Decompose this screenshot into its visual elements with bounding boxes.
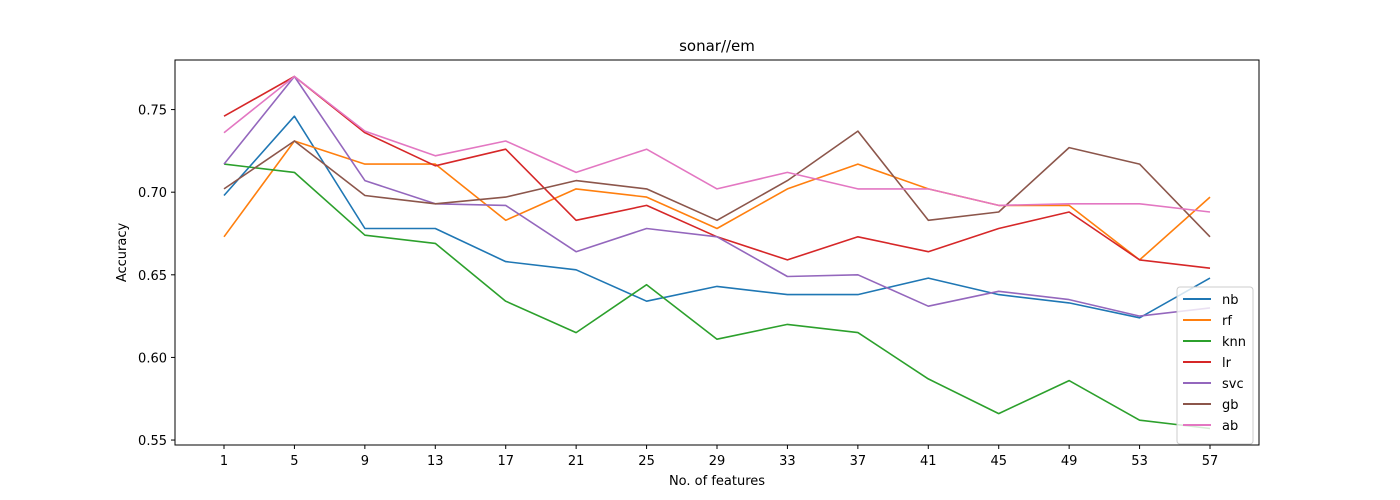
y-tick-label: 0.65 <box>138 269 167 284</box>
legend-label-gb: gb <box>1222 398 1239 413</box>
x-tick-label: 41 <box>920 454 937 469</box>
x-tick-label: 21 <box>568 454 585 469</box>
y-axis-ticks: 0.55 0.60 0.65 0.70 0.75 <box>138 104 175 449</box>
series-line-rf <box>223 140 1211 261</box>
y-axis-label: Accuracy <box>115 223 130 283</box>
chart-title: sonar//em <box>679 37 755 55</box>
series-line-svc <box>223 75 1211 317</box>
x-tick-label: 33 <box>779 454 796 469</box>
y-tick-label: 0.75 <box>138 104 167 119</box>
x-tick-label: 17 <box>497 454 514 469</box>
x-tick-label: 9 <box>361 454 369 469</box>
series-line-gb <box>223 130 1211 238</box>
x-tick-label: 1 <box>220 454 228 469</box>
x-tick-label: 29 <box>709 454 726 469</box>
x-axis-ticks: 1 5 9 13 17 21 25 29 33 37 41 45 49 53 57 <box>220 445 1218 469</box>
legend-label-knn: knn <box>1222 335 1246 350</box>
x-tick-label: 13 <box>427 454 444 469</box>
x-tick-label: 53 <box>1131 454 1148 469</box>
legend-label-svc: svc <box>1222 377 1244 392</box>
x-tick-label: 49 <box>1061 454 1078 469</box>
y-tick-label: 0.60 <box>138 351 167 366</box>
legend-label-ab: ab <box>1222 419 1238 434</box>
series-line-ab <box>223 75 1211 213</box>
series-lines <box>223 75 1211 430</box>
x-tick-label: 25 <box>638 454 655 469</box>
x-tick-label: 5 <box>290 454 298 469</box>
series-line-knn <box>223 163 1211 430</box>
legend-label-nb: nb <box>1222 293 1239 308</box>
series-line-nb <box>223 115 1211 319</box>
series-line-lr <box>223 75 1211 269</box>
legend-box <box>1176 286 1254 445</box>
legend: nb rf knn lr svc gb ab <box>1176 286 1254 445</box>
legend-label-lr: lr <box>1222 356 1232 371</box>
y-tick-label: 0.55 <box>138 434 167 449</box>
legend-label-rf: rf <box>1222 314 1232 329</box>
x-tick-label: 45 <box>990 454 1007 469</box>
plot-area-frame <box>174 59 1260 446</box>
x-tick-label: 57 <box>1202 454 1219 469</box>
x-tick-label: 37 <box>850 454 867 469</box>
x-axis-label: No. of features <box>669 474 765 489</box>
y-tick-label: 0.70 <box>138 186 167 201</box>
